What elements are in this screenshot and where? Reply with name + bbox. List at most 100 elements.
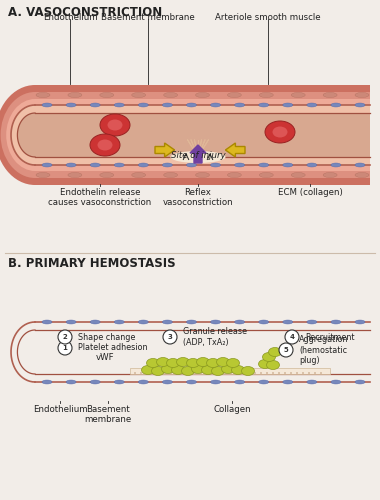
Ellipse shape bbox=[36, 92, 50, 98]
Ellipse shape bbox=[195, 172, 209, 178]
Ellipse shape bbox=[211, 380, 220, 384]
Ellipse shape bbox=[284, 372, 286, 374]
Ellipse shape bbox=[0, 302, 75, 402]
Ellipse shape bbox=[201, 366, 214, 374]
Ellipse shape bbox=[114, 163, 124, 167]
Ellipse shape bbox=[90, 134, 120, 156]
Ellipse shape bbox=[17, 330, 52, 374]
Bar bbox=[35, 302, 370, 402]
Ellipse shape bbox=[355, 92, 369, 98]
Ellipse shape bbox=[187, 380, 196, 384]
Text: vWF: vWF bbox=[96, 352, 114, 362]
Text: Endothelium: Endothelium bbox=[43, 13, 97, 22]
Ellipse shape bbox=[42, 380, 52, 384]
Text: Reflex
vasoconstriction: Reflex vasoconstriction bbox=[163, 188, 233, 208]
Ellipse shape bbox=[90, 103, 100, 107]
Ellipse shape bbox=[11, 105, 59, 165]
Ellipse shape bbox=[291, 390, 305, 394]
Ellipse shape bbox=[269, 348, 282, 356]
Text: Granule release
(ADP, TxA₂): Granule release (ADP, TxA₂) bbox=[183, 328, 247, 346]
Ellipse shape bbox=[100, 172, 114, 178]
Bar bbox=[35, 309, 370, 395]
Bar bbox=[35, 92, 370, 178]
Ellipse shape bbox=[222, 364, 234, 374]
Ellipse shape bbox=[227, 310, 241, 314]
Ellipse shape bbox=[138, 380, 148, 384]
Ellipse shape bbox=[36, 390, 50, 394]
Bar bbox=[35, 85, 370, 185]
Ellipse shape bbox=[66, 320, 76, 324]
Ellipse shape bbox=[355, 103, 365, 107]
Ellipse shape bbox=[146, 372, 148, 374]
Ellipse shape bbox=[259, 380, 269, 384]
Ellipse shape bbox=[272, 372, 274, 374]
Ellipse shape bbox=[0, 85, 75, 185]
Ellipse shape bbox=[355, 163, 365, 167]
Ellipse shape bbox=[1, 309, 70, 395]
Text: 1: 1 bbox=[63, 345, 67, 351]
Text: Endothelin release
causes vasoconstriction: Endothelin release causes vasoconstricti… bbox=[48, 188, 152, 208]
Ellipse shape bbox=[200, 372, 202, 374]
Ellipse shape bbox=[291, 172, 305, 178]
Ellipse shape bbox=[114, 380, 124, 384]
Ellipse shape bbox=[138, 163, 148, 167]
Circle shape bbox=[163, 330, 177, 344]
Ellipse shape bbox=[266, 360, 280, 370]
Text: A. VASOCONSTRICTION: A. VASOCONSTRICTION bbox=[8, 6, 162, 19]
Ellipse shape bbox=[265, 121, 295, 143]
Ellipse shape bbox=[248, 372, 250, 374]
Ellipse shape bbox=[140, 372, 142, 374]
Text: Arteriole smooth muscle: Arteriole smooth muscle bbox=[215, 13, 321, 22]
Text: 2: 2 bbox=[63, 334, 67, 340]
Circle shape bbox=[58, 341, 72, 355]
Ellipse shape bbox=[192, 364, 204, 374]
Ellipse shape bbox=[196, 358, 209, 366]
FancyArrow shape bbox=[190, 145, 206, 163]
Ellipse shape bbox=[314, 372, 316, 374]
Circle shape bbox=[285, 330, 299, 344]
Text: Endothelium: Endothelium bbox=[33, 405, 87, 414]
Ellipse shape bbox=[283, 103, 293, 107]
Ellipse shape bbox=[290, 372, 292, 374]
Ellipse shape bbox=[1, 92, 70, 178]
Text: Collagen: Collagen bbox=[213, 405, 251, 414]
Ellipse shape bbox=[100, 114, 130, 136]
Bar bbox=[35, 113, 370, 157]
Ellipse shape bbox=[162, 320, 173, 324]
Ellipse shape bbox=[283, 380, 293, 384]
Ellipse shape bbox=[307, 320, 317, 324]
Ellipse shape bbox=[90, 380, 100, 384]
Ellipse shape bbox=[187, 103, 196, 107]
Ellipse shape bbox=[308, 372, 310, 374]
Text: Basement
membrane: Basement membrane bbox=[84, 405, 131, 424]
Ellipse shape bbox=[164, 92, 177, 98]
Ellipse shape bbox=[98, 140, 112, 150]
Ellipse shape bbox=[152, 366, 165, 376]
Ellipse shape bbox=[132, 92, 146, 98]
Ellipse shape bbox=[323, 310, 337, 314]
Bar bbox=[0, 185, 380, 500]
Ellipse shape bbox=[134, 372, 136, 374]
Ellipse shape bbox=[272, 126, 288, 138]
Ellipse shape bbox=[206, 358, 220, 368]
Text: Site of injury: Site of injury bbox=[171, 151, 225, 160]
Ellipse shape bbox=[152, 372, 154, 374]
Ellipse shape bbox=[263, 352, 276, 362]
Ellipse shape bbox=[187, 320, 196, 324]
Ellipse shape bbox=[230, 372, 232, 374]
Ellipse shape bbox=[158, 372, 160, 374]
Ellipse shape bbox=[259, 103, 269, 107]
Ellipse shape bbox=[138, 103, 148, 107]
Ellipse shape bbox=[302, 372, 304, 374]
Ellipse shape bbox=[187, 358, 200, 368]
Ellipse shape bbox=[114, 320, 124, 324]
Ellipse shape bbox=[218, 372, 220, 374]
Ellipse shape bbox=[42, 163, 52, 167]
Bar bbox=[130, 368, 330, 374]
Ellipse shape bbox=[66, 163, 76, 167]
Ellipse shape bbox=[307, 163, 317, 167]
Ellipse shape bbox=[331, 320, 341, 324]
Ellipse shape bbox=[331, 163, 341, 167]
Ellipse shape bbox=[291, 310, 305, 314]
Ellipse shape bbox=[6, 316, 64, 388]
